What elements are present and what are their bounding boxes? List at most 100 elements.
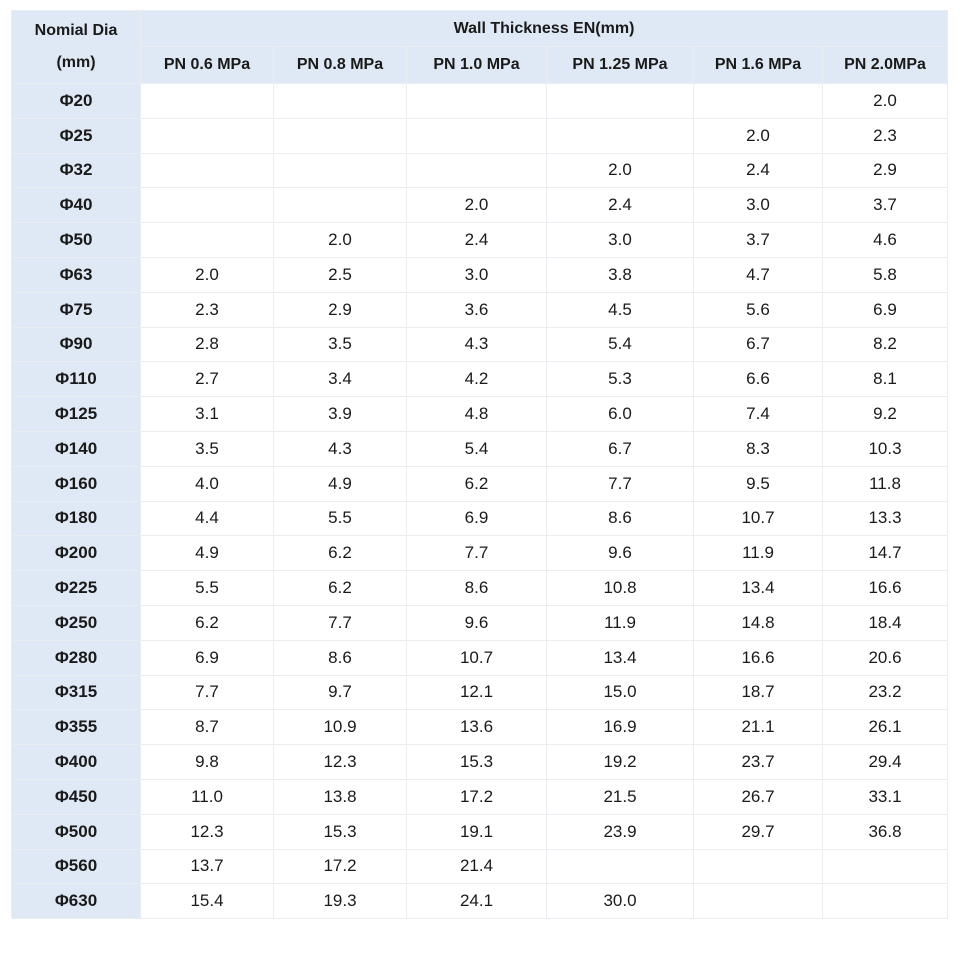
thickness-cell: 23.2 [822,674,948,711]
thickness-cell [546,83,694,119]
thickness-cell [693,883,823,920]
thickness-cell [822,848,948,885]
thickness-cell: 3.4 [273,361,407,398]
thickness-cell: 7.7 [273,604,407,641]
thickness-cell: 2.7 [140,361,274,398]
thickness-cell: 14.8 [693,604,823,641]
thickness-cell: 12.1 [406,674,547,711]
table-row: Φ90 2.8 3.5 4.3 5.4 6.7 8.2 [11,326,948,363]
pressure-header-pn-1-25: PN 1.25 MPa [546,46,694,84]
thickness-cell: 2.0 [546,152,694,189]
nominal-dia-cell: Φ40 [11,187,141,224]
thickness-cell: 3.5 [140,430,274,467]
thickness-cell: 18.4 [822,604,948,641]
nominal-dia-cell: Φ90 [11,326,141,363]
thickness-cell: 14.7 [822,535,948,572]
thickness-cell: 2.5 [273,256,407,293]
wall-thickness-table: Nomial Dia (mm) Wall Thickness EN(mm) PN… [11,10,948,920]
wall-thickness-table-wrapper: Nomial Dia (mm) Wall Thickness EN(mm) PN… [11,10,948,920]
thickness-cell: 2.0 [693,117,823,154]
thickness-cell [273,83,407,119]
thickness-cell: 12.3 [273,744,407,780]
thickness-cell: 5.8 [822,256,948,293]
table-row: Φ315 7.7 9.7 12.1 15.0 18.7 23.2 [11,674,948,711]
table-row: Φ140 3.5 4.3 5.4 6.7 8.3 10.3 [11,430,948,467]
thickness-cell: 16.9 [546,709,694,746]
thickness-cell: 4.6 [822,222,948,258]
thickness-cell: 2.4 [406,222,547,258]
thickness-cell: 7.4 [693,396,823,432]
nominal-dia-cell: Φ160 [11,465,141,502]
nominal-dia-header-line1: Nomial Dia [34,22,118,39]
thickness-cell: 24.1 [406,883,547,920]
thickness-cell [273,187,407,224]
thickness-cell: 4.0 [140,465,274,502]
nominal-dia-cell: Φ280 [11,639,141,676]
thickness-cell: 30.0 [546,883,694,920]
thickness-cell: 4.7 [693,256,823,293]
thickness-cell: 15.3 [273,813,407,850]
table-row: Φ50 2.0 2.4 3.0 3.7 4.6 [11,222,948,258]
thickness-cell: 13.4 [546,639,694,676]
table-row: Φ20 2.0 [11,83,948,119]
nominal-dia-cell: Φ75 [11,291,141,328]
thickness-cell: 26.1 [822,709,948,746]
thickness-cell: 29.7 [693,813,823,850]
thickness-cell [406,152,547,189]
thickness-cell: 5.4 [406,430,547,467]
thickness-cell [140,222,274,258]
thickness-cell: 8.7 [140,709,274,746]
thickness-cell: 16.6 [693,639,823,676]
thickness-cell: 5.4 [546,326,694,363]
thickness-cell: 8.1 [822,361,948,398]
table-row: Φ225 5.5 6.2 8.6 10.8 13.4 16.6 [11,570,948,606]
thickness-cell: 26.7 [693,778,823,815]
thickness-cell: 8.3 [693,430,823,467]
thickness-cell: 3.6 [406,291,547,328]
thickness-cell: 2.9 [822,152,948,189]
thickness-cell: 9.7 [273,674,407,711]
table-row: Φ40 2.0 2.4 3.0 3.7 [11,187,948,224]
nominal-dia-cell: Φ125 [11,396,141,432]
thickness-cell: 2.4 [546,187,694,224]
thickness-cell: 6.9 [822,291,948,328]
thickness-cell: 4.9 [140,535,274,572]
thickness-cell: 3.0 [406,256,547,293]
thickness-cell: 5.6 [693,291,823,328]
table-row: Φ450 11.0 13.8 17.2 21.5 26.7 33.1 [11,778,948,815]
table-row: Φ200 4.9 6.2 7.7 9.6 11.9 14.7 [11,535,948,572]
thickness-cell [273,117,407,154]
thickness-cell: 2.0 [273,222,407,258]
thickness-cell: 8.2 [822,326,948,363]
thickness-cell: 2.3 [140,291,274,328]
table-body: Φ20 2.0 Φ25 2.0 2.3 Φ32 2.0 2.4 2.9 Φ40 2.0 2.4 3.0 3… [11,83,948,920]
thickness-cell: 7.7 [406,535,547,572]
nominal-dia-cell: Φ63 [11,256,141,293]
nominal-dia-cell: Φ400 [11,744,141,780]
thickness-cell: 17.2 [273,848,407,885]
thickness-cell: 13.7 [140,848,274,885]
thickness-cell: 2.0 [406,187,547,224]
thickness-cell [140,187,274,224]
nominal-dia-cell: Φ315 [11,674,141,711]
nominal-dia-cell: Φ500 [11,813,141,850]
thickness-cell: 7.7 [546,465,694,502]
nominal-dia-cell: Φ110 [11,361,141,398]
thickness-cell: 9.2 [822,396,948,432]
thickness-cell [140,152,274,189]
thickness-cell: 3.0 [546,222,694,258]
thickness-cell: 10.8 [546,570,694,606]
thickness-cell: 7.7 [140,674,274,711]
header-row-pressures: PN 0.6 MPa PN 0.8 MPa PN 1.0 MPa PN 1.25… [12,46,948,84]
pressure-header-pn-1-6: PN 1.6 MPa [693,46,823,84]
thickness-cell: 3.5 [273,326,407,363]
thickness-cell: 3.7 [822,187,948,224]
nominal-dia-cell: Φ200 [11,535,141,572]
thickness-cell: 13.4 [693,570,823,606]
pressure-header-pn-1-0: PN 1.0 MPa [406,46,547,84]
nominal-dia-header-line2: (mm) [56,54,96,71]
table-row: Φ560 13.7 17.2 21.4 [11,848,948,885]
thickness-cell: 18.7 [693,674,823,711]
table-row: Φ250 6.2 7.7 9.6 11.9 14.8 18.4 [11,604,948,641]
thickness-cell [693,848,823,885]
